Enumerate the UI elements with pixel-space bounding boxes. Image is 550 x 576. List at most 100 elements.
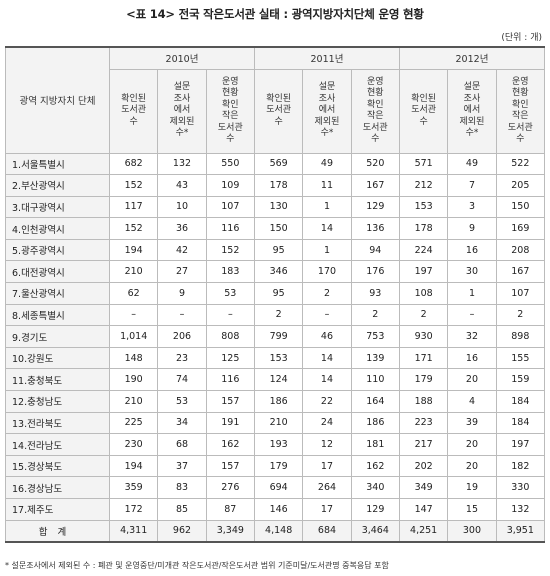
value-cell: 150	[253, 217, 304, 240]
value-cell: 178	[398, 217, 449, 240]
table-row: 14.전라남도 230 68 162 193 12 181 217 20 197	[5, 433, 546, 456]
value-cell: –	[157, 303, 207, 327]
value-cell: 183	[205, 260, 255, 284]
value-cell: 684	[302, 519, 352, 543]
value-cell: 197	[398, 260, 449, 284]
value-cell: 191	[205, 411, 255, 435]
value-cell: 179	[398, 368, 449, 392]
table-row: 17.제주도 172 85 87 146 17 129 147 15 132	[5, 498, 546, 521]
table-row: 5.광주광역시 194 42 152 95 1 94 224 16 208	[5, 238, 546, 262]
region-cell: 6.대전광역시	[5, 260, 110, 284]
value-cell: 225	[108, 411, 159, 435]
region-cell: 11.충청북도	[5, 368, 110, 392]
value-cell: 87	[205, 498, 255, 521]
value-cell: 20	[447, 454, 497, 478]
subcol-operating: 운영 현황 확인 작은 도서관 수	[205, 68, 255, 154]
value-cell: 16	[447, 346, 497, 370]
value-cell: 116	[205, 368, 255, 392]
table-row: 4.인천광역시 152 36 116 150 14 136 178 9 169	[5, 217, 546, 240]
value-cell: 14	[302, 217, 352, 240]
value-cell: 150	[495, 195, 546, 219]
value-cell: 930	[398, 325, 449, 348]
region-cell: 4.인천광역시	[5, 217, 110, 240]
table-row: 2.부산광역시 152 43 109 178 11 167 212 7 205	[5, 174, 546, 197]
value-cell: 16	[447, 238, 497, 262]
value-cell: 153	[398, 195, 449, 219]
value-cell: 162	[205, 433, 255, 456]
value-cell: 194	[108, 454, 159, 478]
value-cell: 223	[398, 411, 449, 435]
region-cell: 16.경상남도	[5, 476, 110, 499]
value-cell: 20	[447, 368, 497, 392]
value-cell: 210	[108, 390, 159, 413]
value-cell: 898	[495, 325, 546, 348]
value-cell: 210	[108, 260, 159, 284]
table-title: <표 14> 전국 작은도서관 실태 : 광역지방자치단체 운영 현황	[126, 7, 424, 21]
value-cell: 125	[205, 346, 255, 370]
total-row: 합계 4,311 962 3,349 4,148 684 3,464 4,251 300 3,95…	[5, 519, 546, 543]
value-cell: 22	[302, 390, 352, 413]
value-cell: 152	[205, 238, 255, 262]
subcol-confirmed: 확인된 도서관 수	[398, 68, 449, 154]
unit-label: (단위 : 개)	[501, 33, 542, 43]
value-cell: 7	[447, 174, 497, 197]
value-cell: 157	[205, 454, 255, 478]
subcol-confirmed: 확인된 도서관 수	[253, 68, 304, 154]
value-cell: 15	[447, 498, 497, 521]
value-cell: 167	[350, 174, 400, 197]
region-cell: 3.대구광역시	[5, 195, 110, 219]
value-cell: 132	[157, 152, 207, 176]
value-cell: 139	[350, 346, 400, 370]
value-cell: 17	[302, 454, 352, 478]
table-row: 1.서울특별시 682 132 550 569 49 520 571 49 522	[5, 152, 546, 176]
footnote: * 설문조사에서 제외된 수 : 폐관 및 운영중단/미개관 작은도서관/작은도…	[5, 561, 389, 570]
value-cell: 12	[302, 433, 352, 456]
value-cell: 9	[157, 282, 207, 305]
value-cell: 184	[495, 390, 546, 413]
value-cell: 4,311	[108, 519, 159, 543]
value-cell: 167	[495, 260, 546, 284]
value-cell: 159	[495, 368, 546, 392]
value-cell: –	[302, 303, 352, 327]
value-cell: 93	[350, 282, 400, 305]
value-cell: 129	[350, 195, 400, 219]
value-cell: 94	[350, 238, 400, 262]
value-cell: 1	[447, 282, 497, 305]
region-column-header: 광역 지방자치 단체	[5, 46, 110, 154]
value-cell: –	[205, 303, 255, 327]
value-cell: 164	[350, 390, 400, 413]
value-cell: 30	[447, 260, 497, 284]
value-cell: 197	[495, 433, 546, 456]
value-cell: 264	[302, 476, 352, 499]
table-row: 13.전라북도 225 34 191 210 24 186 223 39 184	[5, 411, 546, 435]
value-cell: 17	[302, 498, 352, 521]
value-cell: 3,951	[495, 519, 546, 543]
subcol-excluded: 설문 조사 에서 제외된 수*	[302, 68, 352, 154]
value-cell: 129	[350, 498, 400, 521]
value-cell: 109	[205, 174, 255, 197]
region-cell: 합계	[5, 519, 110, 543]
value-cell: 799	[253, 325, 304, 348]
value-cell: 682	[108, 152, 159, 176]
value-cell: 155	[495, 346, 546, 370]
value-cell: 24	[302, 411, 352, 435]
value-cell: 190	[108, 368, 159, 392]
value-cell: 19	[447, 476, 497, 499]
value-cell: 1,014	[108, 325, 159, 348]
value-cell: 148	[108, 346, 159, 370]
value-cell: 34	[157, 411, 207, 435]
value-cell: 359	[108, 476, 159, 499]
value-cell: 132	[495, 498, 546, 521]
value-cell: 20	[447, 433, 497, 456]
value-cell: 11	[302, 174, 352, 197]
value-cell: 1	[302, 195, 352, 219]
value-cell: 2	[350, 303, 400, 327]
value-cell: 210	[253, 411, 304, 435]
value-cell: 130	[253, 195, 304, 219]
region-cell: 17.제주도	[5, 498, 110, 521]
value-cell: 300	[447, 519, 497, 543]
value-cell: –	[447, 303, 497, 327]
value-cell: 4	[447, 390, 497, 413]
region-cell: 9.경기도	[5, 325, 110, 348]
table-row: 12.충청남도 210 53 157 186 22 164 188 4 184	[5, 390, 546, 413]
